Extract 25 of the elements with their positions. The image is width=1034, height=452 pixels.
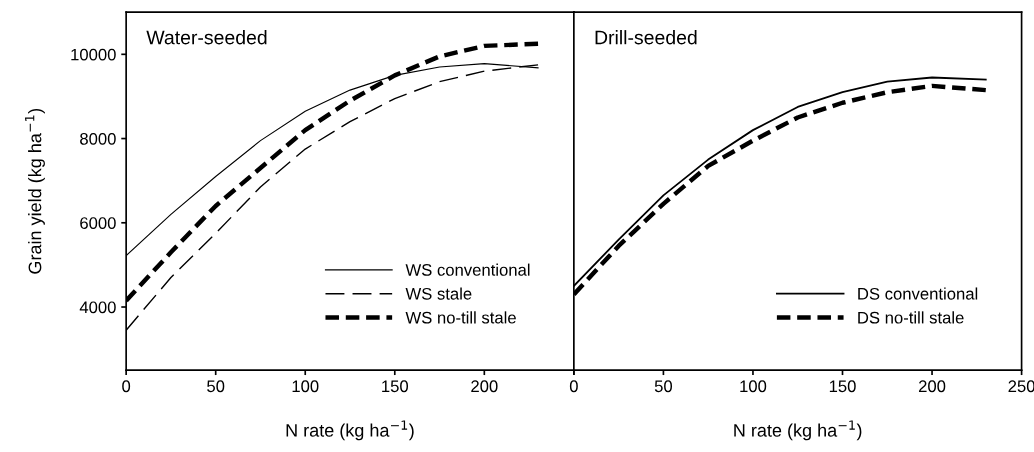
y-tick-label: 6000 — [80, 217, 116, 229]
x-axis-title: N rate (kg ha$^{−1}$) — [286, 420, 414, 441]
x-tick-label: 200 — [918, 380, 946, 393]
x-tick-label: 150 — [829, 380, 856, 393]
y-tick-label: 4000 — [79, 301, 116, 314]
x-axis-title: N rate (kg ha$^{−1}$) — [734, 420, 862, 441]
legend-label: WS no-till stale — [405, 311, 516, 324]
x-tick-label: 50 — [654, 380, 673, 393]
x-tick-label: 200 — [471, 380, 498, 393]
x-tick-label: 0 — [122, 380, 131, 393]
legend-label: DS no-till stale — [858, 311, 964, 324]
y-tick-label: 8000 — [80, 132, 116, 145]
x-tick-label: 50 — [207, 380, 225, 393]
x-tick-label: 100 — [292, 380, 319, 393]
legend-label: WS stale — [405, 287, 472, 300]
text: Water-seeded — [146, 30, 267, 45]
x-tick-label: 150 — [382, 380, 409, 393]
x-tick-label: 100 — [740, 380, 767, 393]
legend-label: DS conventional — [858, 287, 978, 300]
y-tick-label: 10000 — [71, 48, 116, 61]
legend-label: WS conventional — [405, 263, 530, 276]
text: Drill-seeded — [595, 30, 697, 45]
x-tick-label: 250 — [1008, 380, 1034, 393]
x-tick-label: 0 — [569, 380, 578, 393]
y-axis-title: Grain yield (kg ha$^{−1}$) — [25, 108, 45, 274]
